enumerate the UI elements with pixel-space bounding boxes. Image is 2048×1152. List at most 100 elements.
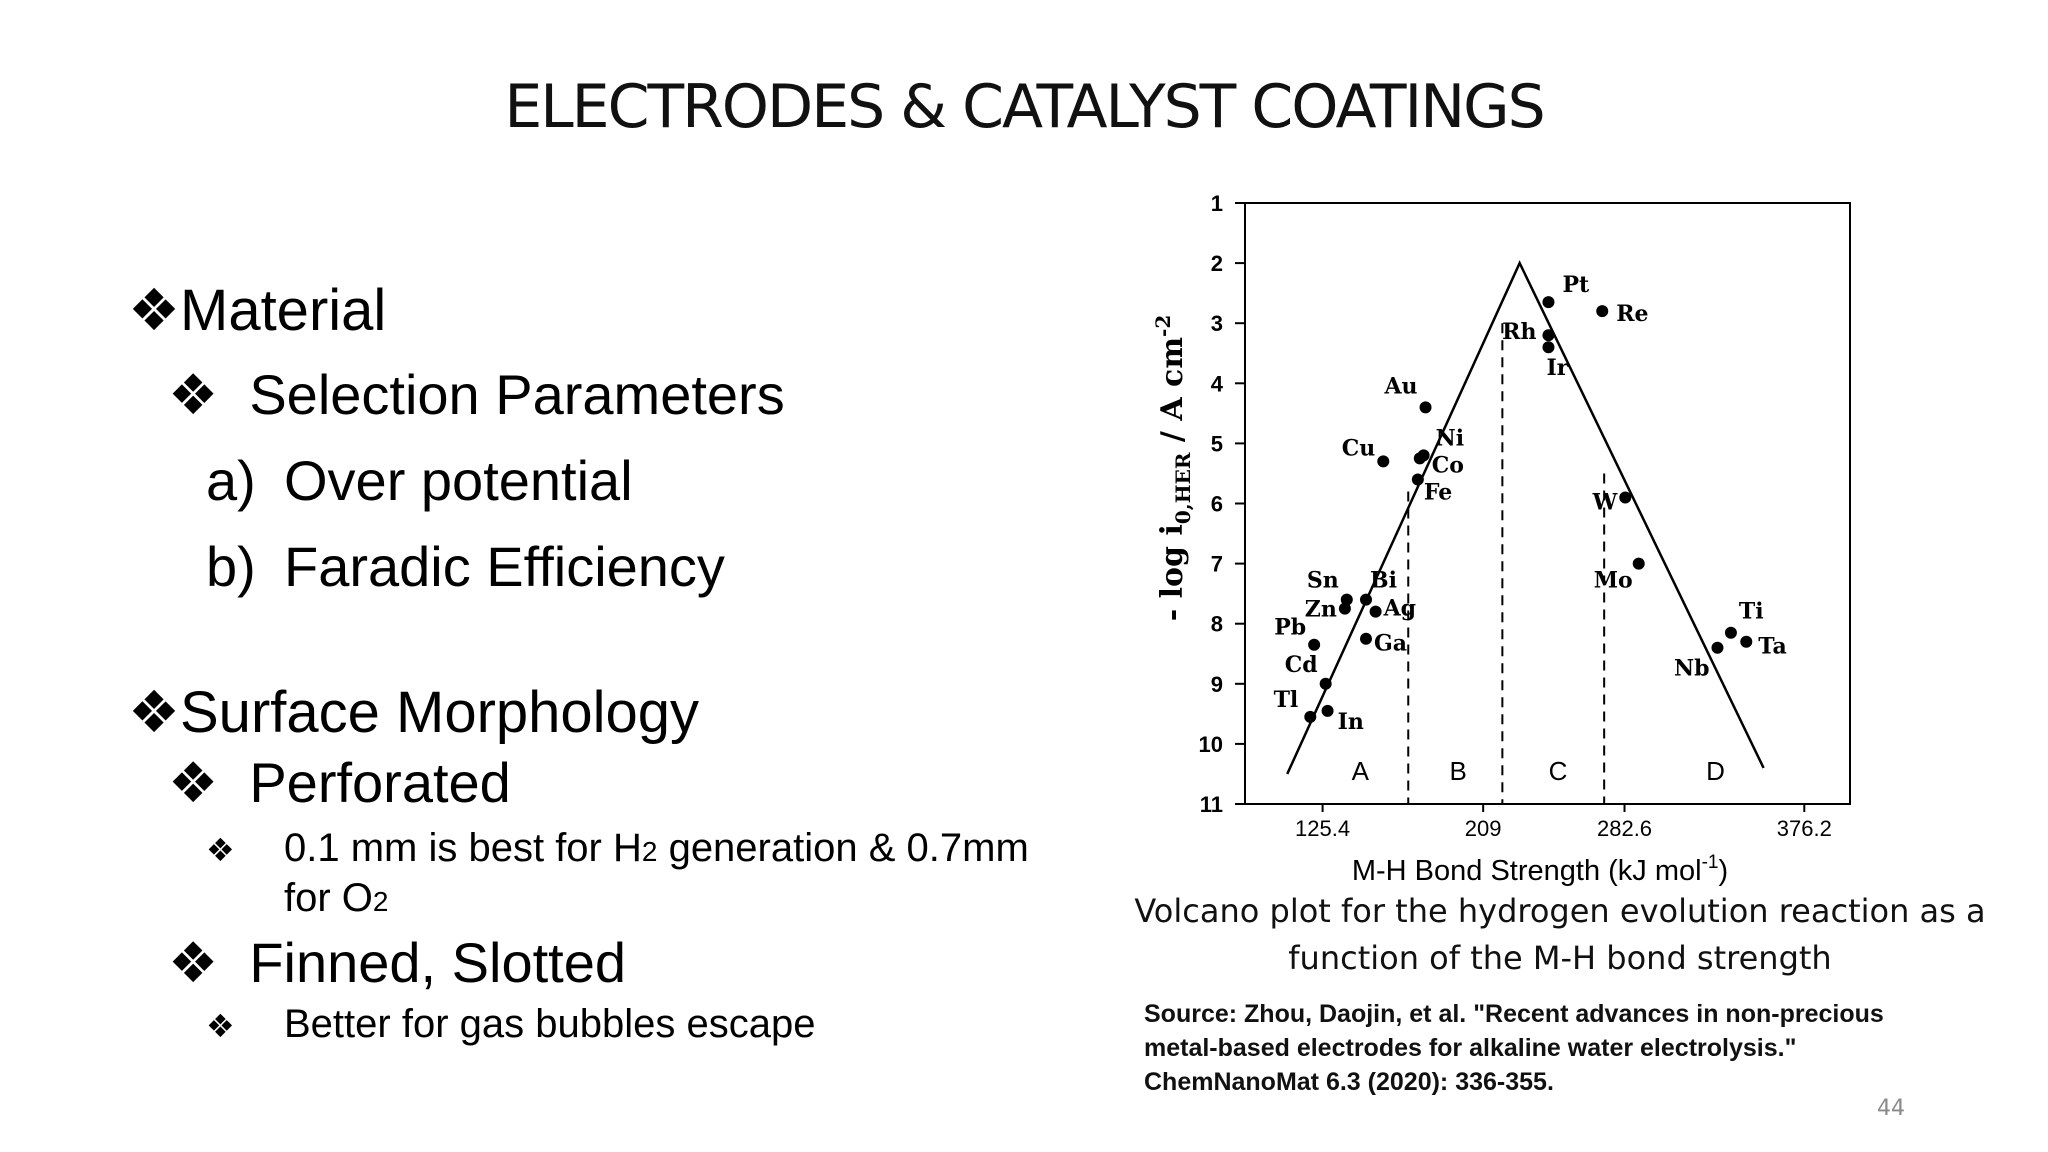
point-label: Zn <box>1305 597 1337 623</box>
bullet-surface-text: Surface Morphology <box>180 680 700 745</box>
data-point <box>1377 455 1390 468</box>
data-point <box>1340 593 1353 606</box>
point-label: Ti <box>1739 599 1764 625</box>
data-point <box>1419 401 1432 414</box>
plot-frame <box>1244 202 1851 805</box>
y-tick-label: 2 <box>1211 251 1223 276</box>
ylabel-pre: - log i <box>1155 524 1190 621</box>
caption-line-1: Volcano plot for the hydrogen evolution … <box>1134 892 1986 930</box>
y-tick-label: 11 <box>1200 792 1223 817</box>
y-tick-label: 6 <box>1211 492 1223 517</box>
y-tick-label: 7 <box>1211 552 1223 577</box>
ylabel-sup: -2 <box>1151 315 1175 337</box>
data-point <box>1740 635 1753 648</box>
data-point <box>1308 638 1321 651</box>
data-point <box>1319 677 1332 690</box>
bullet-diamond-icon: ❖ <box>168 751 219 816</box>
perf-detail-text: 0.1 mm is best for H <box>284 826 642 870</box>
data-point <box>1724 626 1737 639</box>
figure-source: Source: Zhou, Daojin, et al. "Recent adv… <box>1144 997 1944 1099</box>
y-tick-label: 9 <box>1211 672 1223 697</box>
point-label: Co <box>1432 452 1464 478</box>
point-label: Sn <box>1307 568 1339 594</box>
bullet-finned-text: Finned, Slotted <box>249 931 627 994</box>
item-b: b) Faradic Efficiency <box>206 534 725 599</box>
source-line-1: Source: Zhou, Daojin, et al. "Recent adv… <box>1144 1000 1884 1028</box>
item-b-text: Faradic Efficiency <box>284 535 725 598</box>
data-point <box>1542 341 1555 354</box>
y-tick-label: 4 <box>1211 371 1224 396</box>
data-point <box>1411 473 1424 486</box>
bullet-diamond-icon: ❖ <box>206 1007 235 1045</box>
region-label: A <box>1352 756 1370 786</box>
region-label: B <box>1450 756 1467 786</box>
x-tick-label: 376.2 <box>1777 816 1832 841</box>
point-label: Au <box>1383 373 1417 399</box>
bullet-material-text: Material <box>180 278 387 343</box>
point-label: In <box>1338 709 1364 735</box>
y-tick-label: 3 <box>1211 311 1223 336</box>
region-label: C <box>1549 756 1568 786</box>
chart-axes: 1 2 3 4 5 6 7 8 9 10 11 125.4 209 282.6 376.2 <box>1199 191 1851 841</box>
point-label: Ta <box>1758 634 1787 660</box>
bullet-perforated-text: Perforated <box>249 751 511 814</box>
x-tick-label: 125.4 <box>1295 816 1350 841</box>
data-point <box>1542 329 1555 342</box>
bullet-selection-text: Selection Parameters <box>249 363 785 426</box>
point-label: Pt <box>1562 272 1590 298</box>
bullet-diamond-icon: ❖ <box>206 831 235 869</box>
data-point <box>1321 704 1334 717</box>
perf-detail-sub: 2 <box>641 836 658 867</box>
data-point <box>1304 710 1317 723</box>
data-point <box>1413 452 1426 465</box>
data-point <box>1542 296 1555 309</box>
slide-title: ELECTRODES & CATALYST COATINGS <box>504 72 1545 142</box>
bullet-finned: ❖ Finned, Slotted <box>168 930 626 996</box>
item-b-marker: b) <box>206 535 256 598</box>
volcano-chart: 1 2 3 4 5 6 7 8 9 10 11 125.4 209 282.6 376.2 A B C D Pt R… <box>1151 191 1851 887</box>
y-axis-label: - log i0,HER / A cm-2 <box>1151 315 1195 622</box>
bullet-material: ❖Material <box>128 276 386 344</box>
data-point <box>1360 632 1372 645</box>
bullet-selection: ❖ Selection Parameters <box>168 362 785 428</box>
xlabel-end: ) <box>1718 855 1728 887</box>
bullet-diamond-icon: ❖ <box>128 678 180 746</box>
point-label: Ga <box>1374 631 1407 657</box>
xlabel-sup: -1 <box>1702 852 1719 873</box>
source-line-2: metal-based electrodes for alkaline wate… <box>1144 1034 1797 1062</box>
point-label: Cd <box>1285 652 1318 678</box>
bullet-diamond-icon: ❖ <box>128 276 180 344</box>
x-tick-label: 209 <box>1465 816 1502 841</box>
caption-line-2: function of the M-H bond strength <box>1288 939 1832 977</box>
item-a: a) Over potential <box>206 448 633 513</box>
point-label: Ni <box>1436 425 1464 451</box>
point-label: Tl <box>1274 687 1299 713</box>
source-line-3: ChemNanoMat 6.3 (2020): 336-355. <box>1144 1068 1554 1096</box>
y-tick-label: 10 <box>1199 732 1223 757</box>
bullet-diamond-icon: ❖ <box>168 931 219 996</box>
data-point <box>1369 605 1382 618</box>
point-label: Re <box>1616 301 1648 327</box>
point-label: Mo <box>1594 568 1633 594</box>
perforated-detail-line2: for O2 <box>284 876 388 921</box>
page-number: 44 <box>1877 1096 1905 1121</box>
y-tick-label: 1 <box>1211 191 1223 216</box>
bullet-perforated: ❖ Perforated <box>168 750 511 816</box>
y-tick-label: 8 <box>1211 612 1223 637</box>
region-label: D <box>1706 756 1725 786</box>
item-a-text: Over potential <box>284 449 633 512</box>
x-tick-label: 282.6 <box>1597 816 1652 841</box>
y-tick-label: 5 <box>1211 431 1223 456</box>
point-label: Rh <box>1502 319 1536 345</box>
finned-detail-text: Better for gas bubbles escape <box>284 1002 816 1046</box>
xlabel-text: M-H Bond Strength (kJ mol <box>1352 855 1702 887</box>
x-axis-label: M-H Bond Strength (kJ mol-1) <box>1352 852 1728 887</box>
data-point <box>1596 305 1609 318</box>
perf-detail-sub-o: 2 <box>372 886 389 917</box>
data-point <box>1619 491 1632 504</box>
bullet-diamond-icon: ❖ <box>168 363 219 428</box>
point-label: Cu <box>1342 435 1376 461</box>
point-label: Ir <box>1546 355 1568 381</box>
ylabel-post: / A cm <box>1155 337 1190 453</box>
